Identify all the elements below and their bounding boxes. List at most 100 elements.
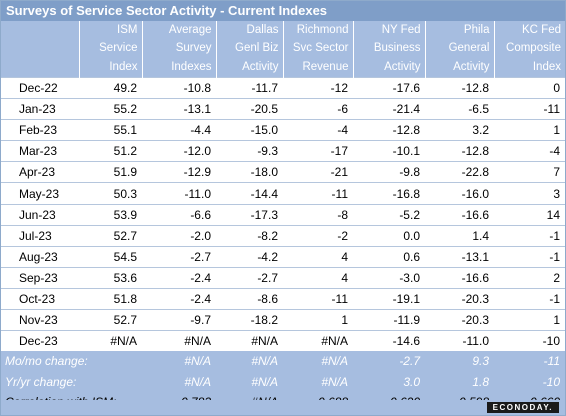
row-month-label: Jun-23 xyxy=(1,203,79,226)
indexes-table: ISM Average Dallas Richmond NY Fed Phila KC Fe… xyxy=(1,21,565,413)
table-cell: -8.2 xyxy=(216,224,283,247)
table-cell: -5.2 xyxy=(353,203,425,226)
table-cell: -22.8 xyxy=(425,161,494,183)
footer-bar: ECONODAY. xyxy=(1,400,565,415)
header-corner xyxy=(1,21,79,39)
table-cell: 3 xyxy=(494,182,565,205)
table-cell: -10 xyxy=(494,330,565,352)
table-cell: 2 xyxy=(494,266,565,289)
table-cell: -9.8 xyxy=(353,161,425,183)
table-row: Nov-23 52.7 -9.7 -18.2 1 -11.9 -20.3 1 xyxy=(1,309,565,331)
table-cell: 1 xyxy=(494,309,565,331)
table-cell: -12 xyxy=(283,76,353,99)
column-header: Activity xyxy=(215,57,283,78)
table-cell: -16.8 xyxy=(353,182,425,205)
table-cell: -2 xyxy=(283,224,353,247)
row-month-label: Jul-23 xyxy=(1,224,79,247)
row-month-label: Aug-23 xyxy=(1,245,79,268)
summary-label: Yr/yr change: xyxy=(1,371,79,393)
table-cell: 52.7 xyxy=(79,309,142,331)
column-header: General xyxy=(424,39,494,57)
table-cell: -10.8 xyxy=(142,76,216,99)
table-cell: -2.4 xyxy=(142,266,216,289)
table-cell: 1 xyxy=(283,309,353,331)
table-cell: -1 xyxy=(494,224,565,247)
table-cell: -14.6 xyxy=(353,330,425,352)
summary-cell: 3.0 xyxy=(353,371,425,393)
column-header: Index xyxy=(493,57,565,78)
table-row: Feb-23 55.1 -4.4 -15.0 -4 -12.8 3.2 1 xyxy=(1,119,565,141)
table-title: Surveys of Service Sector Activity - Cur… xyxy=(1,1,565,21)
table-cell: -9.3 xyxy=(216,140,283,162)
column-header: ISM xyxy=(78,21,142,39)
table-cell: -4 xyxy=(494,140,565,162)
table-cell: -13.1 xyxy=(142,98,216,120)
header-corner xyxy=(1,39,79,57)
column-header: NY Fed xyxy=(352,21,425,39)
table-cell: #N/A xyxy=(142,330,216,352)
column-header: Average xyxy=(141,21,216,39)
header-corner xyxy=(1,57,79,78)
table-cell: -11.0 xyxy=(425,330,494,352)
header-row: ISM Average Dallas Richmond NY Fed Phila KC Fe… xyxy=(1,21,565,39)
row-month-label: Apr-23 xyxy=(1,161,79,183)
summary-cell xyxy=(79,351,142,372)
column-header: Activity xyxy=(424,57,494,78)
table-cell: 54.5 xyxy=(79,245,142,268)
table-cell: -9.7 xyxy=(142,309,216,331)
table-cell: -4.4 xyxy=(142,119,216,141)
summary-label: Mo/mo change: xyxy=(1,351,88,372)
table-row: Mar-23 51.2 -12.0 -9.3 -17 -10.1 -12.8 -4 xyxy=(1,140,565,162)
table-cell: 1 xyxy=(494,119,565,141)
table-cell: -6.6 xyxy=(142,203,216,226)
table-cell: -17 xyxy=(283,140,353,162)
table-cell: -8.6 xyxy=(216,287,283,310)
table-cell: -6 xyxy=(283,98,353,120)
table-cell: 53.6 xyxy=(79,266,142,289)
table-cell: 1.4 xyxy=(425,224,494,247)
table-cell: 3.2 xyxy=(425,119,494,141)
table-cell: -13.1 xyxy=(425,245,494,268)
table-cell: -16.0 xyxy=(425,182,494,205)
row-month-label: Feb-23 xyxy=(1,119,79,141)
row-month-label: Mar-23 xyxy=(1,140,79,162)
table-cell: #N/A xyxy=(79,330,142,352)
table-cell: -10.1 xyxy=(353,140,425,162)
table-cell: -1 xyxy=(494,245,565,268)
column-header: Revenue xyxy=(282,57,353,78)
table-cell: -2.0 xyxy=(142,224,216,247)
row-month-label: Jan-23 xyxy=(1,98,79,120)
summary-cell: -11 xyxy=(494,351,565,372)
table-row: Aug-23 54.5 -2.7 -4.2 4 0.6 -13.1 -1 xyxy=(1,245,565,268)
column-header: Composite xyxy=(493,39,565,57)
table-cell: -18.2 xyxy=(216,309,283,331)
table-cell: -20.3 xyxy=(425,287,494,310)
row-month-label: Nov-23 xyxy=(1,309,79,331)
table-row: Dec-23 #N/A #N/A #N/A #N/A -14.6 -11.0 -10 xyxy=(1,330,565,352)
table-cell: 7 xyxy=(494,161,565,183)
column-header: Survey xyxy=(141,39,216,57)
summary-cell: 1.8 xyxy=(425,371,494,393)
column-header: KC Fed xyxy=(493,21,565,39)
row-month-label: Sep-23 xyxy=(1,266,79,289)
table-cell: -16.6 xyxy=(425,203,494,226)
table-cell: 51.8 xyxy=(79,287,142,310)
summary-cell xyxy=(79,371,142,393)
row-month-label: Oct-23 xyxy=(1,287,79,310)
table-cell: -11.9 xyxy=(353,309,425,331)
table-cell: -11.7 xyxy=(216,76,283,99)
table-cell: -8 xyxy=(283,203,353,226)
row-month-label: Dec-23 xyxy=(1,330,79,352)
table-cell: -17.3 xyxy=(216,203,283,226)
summary-row: Yr/yr change: #N/A #N/A #N/A 3.0 1.8 -10 xyxy=(1,371,565,393)
table-cell: 53.9 xyxy=(79,203,142,226)
column-header: Phila xyxy=(424,21,494,39)
table-cell: 55.1 xyxy=(79,119,142,141)
table-row: Jun-23 53.9 -6.6 -17.3 -8 -5.2 -16.6 14 xyxy=(1,203,565,226)
table-cell: -3.0 xyxy=(353,266,425,289)
summary-cell: -2.7 xyxy=(353,351,425,372)
table-cell: -12.9 xyxy=(142,161,216,183)
table-cell: 55.2 xyxy=(79,98,142,120)
table-cell: -11 xyxy=(283,287,353,310)
